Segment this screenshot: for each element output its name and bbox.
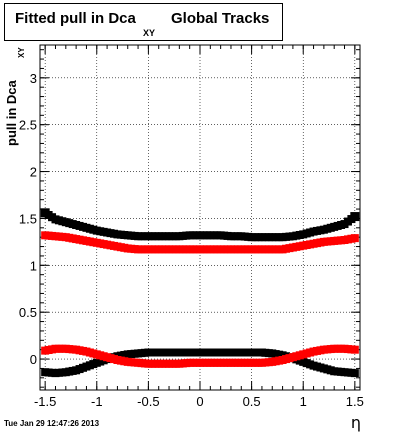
data-point: [350, 212, 360, 222]
y-tick-label: 2: [30, 165, 37, 180]
x-tick-label: 0: [196, 394, 203, 409]
axis-ticks: [40, 45, 360, 390]
data-points: [40, 208, 360, 378]
data-point: [350, 234, 359, 243]
chart-title-suffix: Global Tracks: [171, 10, 270, 27]
x-tick-label: 0.5: [243, 394, 261, 409]
data-point: [350, 369, 359, 378]
x-tick-label: -0.5: [137, 394, 159, 409]
y-tick-label: 3: [30, 71, 37, 86]
grid: [40, 45, 360, 390]
y-tick-label: 1: [30, 258, 37, 273]
x-tick-label: 1: [300, 394, 307, 409]
chart-title-subscript: XY: [143, 28, 156, 38]
x-axis-label: η: [351, 413, 361, 432]
data-point: [350, 345, 359, 354]
y-axis-label: pull in Dca: [4, 80, 19, 147]
x-tick-labels: -1.5 -1 -0.5 0 0.5 1 1.5: [34, 394, 364, 409]
title-box: Fitted pull in Dca XY Global Tracks: [4, 3, 283, 41]
y-tick-label: 0.5: [19, 305, 37, 320]
chart-title: Fitted pull in Dca: [15, 10, 136, 27]
y-tick-label: 2.5: [19, 118, 37, 133]
y-axis-label-group: pull in Dca XY: [4, 47, 26, 146]
y-tick-label: 0: [30, 352, 37, 367]
timestamp: Tue Jan 29 12:47:26 2013: [4, 419, 100, 428]
y-axis-label-subscript: XY: [17, 47, 26, 58]
y-tick-labels: 0 0.5 1 1.5 2 2.5 3: [19, 71, 37, 367]
x-tick-label: -1.5: [34, 394, 56, 409]
x-tick-label: -1: [91, 394, 103, 409]
y-tick-label: 1.5: [19, 211, 37, 226]
x-tick-label: 1.5: [346, 394, 364, 409]
